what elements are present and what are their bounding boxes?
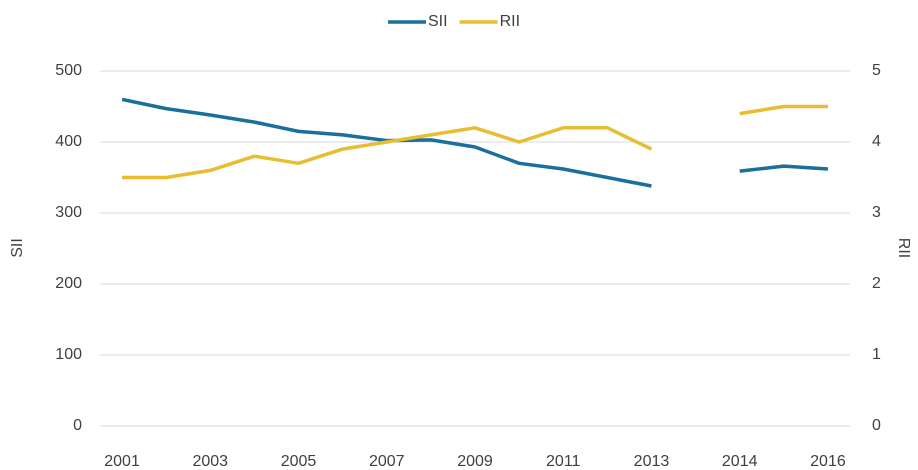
y-tick-label: 0 <box>73 417 82 434</box>
series-line <box>121 97 829 188</box>
y2-tick-label: 4 <box>872 133 881 150</box>
y2-tick-label: 1 <box>872 346 881 363</box>
y-tick-label: 400 <box>55 133 82 150</box>
y2-tick-label: 0 <box>872 417 881 434</box>
y2-tick-label: 2 <box>872 275 881 292</box>
y-tick-label: 100 <box>55 346 82 363</box>
x-tick-label: 2011 <box>546 453 581 470</box>
series-line <box>122 104 828 180</box>
x-tick-label: 2007 <box>369 453 405 470</box>
y2-axis-label: RII <box>895 238 912 258</box>
y2-tick-label: 5 <box>872 62 881 79</box>
y-axis-label: SII <box>9 238 26 258</box>
x-tick-label: 2013 <box>634 453 670 470</box>
x-tick-label: 2001 <box>104 453 140 470</box>
x-tick-label: 2009 <box>457 453 493 470</box>
legend-label: RII <box>500 13 520 30</box>
legend-label: SII <box>428 13 448 30</box>
y-tick-label: 200 <box>55 275 82 292</box>
x-tick-label: 2016 <box>810 453 846 470</box>
y2-tick-label: 3 <box>872 204 881 221</box>
x-tick-label: 2014 <box>722 453 758 470</box>
x-tick-label: 2005 <box>281 453 317 470</box>
x-tick-label: 2003 <box>192 453 228 470</box>
y-tick-label: 300 <box>55 204 82 221</box>
y-tick-label: 500 <box>55 62 82 79</box>
